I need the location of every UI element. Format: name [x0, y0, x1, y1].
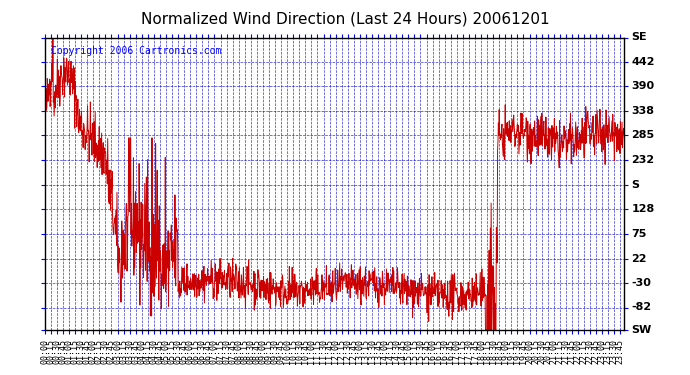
Text: SE: SE [631, 33, 647, 42]
Text: 338: 338 [631, 106, 654, 116]
Text: -30: -30 [631, 278, 651, 288]
Text: Normalized Wind Direction (Last 24 Hours) 20061201: Normalized Wind Direction (Last 24 Hours… [141, 11, 549, 26]
Text: 22: 22 [631, 254, 647, 264]
Text: 128: 128 [631, 204, 655, 214]
Text: SW: SW [631, 325, 651, 335]
Text: Copyright 2006 Cartronics.com: Copyright 2006 Cartronics.com [50, 46, 221, 56]
Text: -82: -82 [631, 303, 651, 312]
Text: 75: 75 [631, 229, 647, 239]
Text: 285: 285 [631, 130, 655, 141]
Text: 390: 390 [631, 81, 655, 91]
Text: 232: 232 [631, 155, 655, 165]
Text: S: S [631, 180, 640, 190]
Text: 442: 442 [631, 57, 655, 67]
